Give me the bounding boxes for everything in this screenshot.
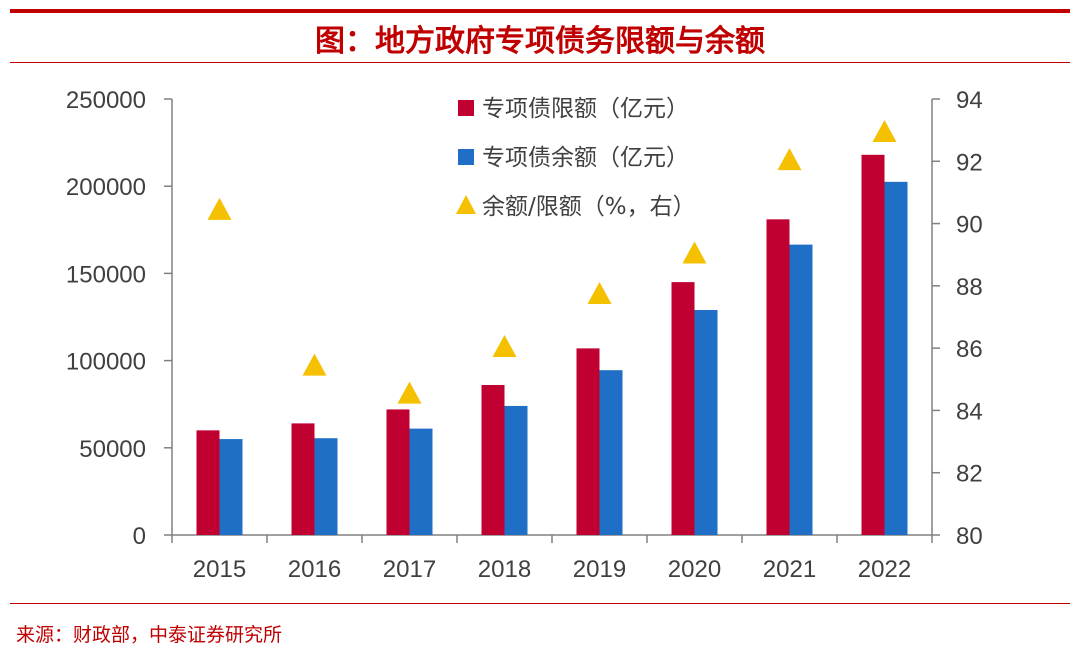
x-tick-label: 2022: [858, 556, 911, 583]
balance-bar: [694, 310, 718, 535]
ratio-marker: [682, 241, 707, 264]
limit-bar: [766, 219, 790, 535]
x-tick-label: 2019: [573, 556, 626, 583]
x-tick-label: 2015: [193, 556, 246, 583]
ratio-marker: [587, 282, 612, 304]
left-tick-label: 0: [133, 523, 146, 550]
top-rule: [10, 9, 1070, 13]
legend-label: 余额/限额（%，右）: [482, 194, 696, 220]
limit-bar: [481, 385, 505, 535]
ratio-marker: [207, 197, 232, 220]
left-tick-label: 200000: [66, 174, 146, 201]
balance-bar: [314, 438, 338, 535]
x-tick-label: 2021: [763, 556, 816, 583]
balance-bar: [219, 439, 243, 535]
ratio-marker: [492, 334, 517, 357]
right-tick-label: 80: [956, 523, 983, 550]
left-tick-label: 100000: [66, 349, 146, 376]
x-tick-label: 2018: [478, 556, 531, 583]
right-tick-label: 94: [956, 87, 983, 114]
balance-bar: [599, 370, 623, 535]
balance-bar: [789, 244, 813, 535]
limit-bar: [671, 282, 695, 535]
chart-title: 图：地方政府专项债务限额与余额: [315, 24, 765, 59]
limit-bar: [386, 409, 410, 535]
limit-bar: [861, 154, 885, 536]
legend-balance-swatch: [458, 149, 474, 165]
legend-limit-swatch: [458, 100, 474, 116]
limit-bar: [291, 423, 315, 535]
source-note: 来源：财政部，中泰证券研究所: [16, 624, 283, 646]
ratio-marker: [872, 120, 897, 143]
ratio-marker: [302, 353, 327, 376]
limit-bar: [576, 348, 600, 535]
ratio-marker: [777, 148, 802, 171]
balance-bar: [409, 428, 433, 535]
footer-divider: [10, 603, 1070, 604]
x-tick-label: 2020: [668, 556, 721, 583]
right-tick-label: 86: [956, 336, 983, 363]
x-tick-label: 2017: [383, 556, 436, 583]
limit-bar: [196, 430, 220, 535]
title-divider: [10, 62, 1070, 63]
legend-label: 专项债余额（亿元）: [482, 145, 689, 171]
ratio-marker: [397, 381, 422, 404]
balance-bar: [504, 405, 528, 535]
right-tick-label: 92: [956, 149, 983, 176]
x-tick-label: 2016: [288, 556, 341, 583]
legend-label: 专项债限额（亿元）: [482, 96, 689, 122]
left-tick-label: 250000: [66, 87, 146, 114]
right-tick-label: 88: [956, 274, 983, 301]
right-tick-label: 84: [956, 398, 983, 425]
left-tick-label: 50000: [79, 436, 146, 463]
right-tick-label: 82: [956, 461, 983, 488]
left-tick-label: 150000: [66, 261, 146, 288]
balance-bar: [884, 181, 908, 535]
right-tick-label: 90: [956, 212, 983, 239]
legend-ratio-swatch: [456, 195, 476, 214]
